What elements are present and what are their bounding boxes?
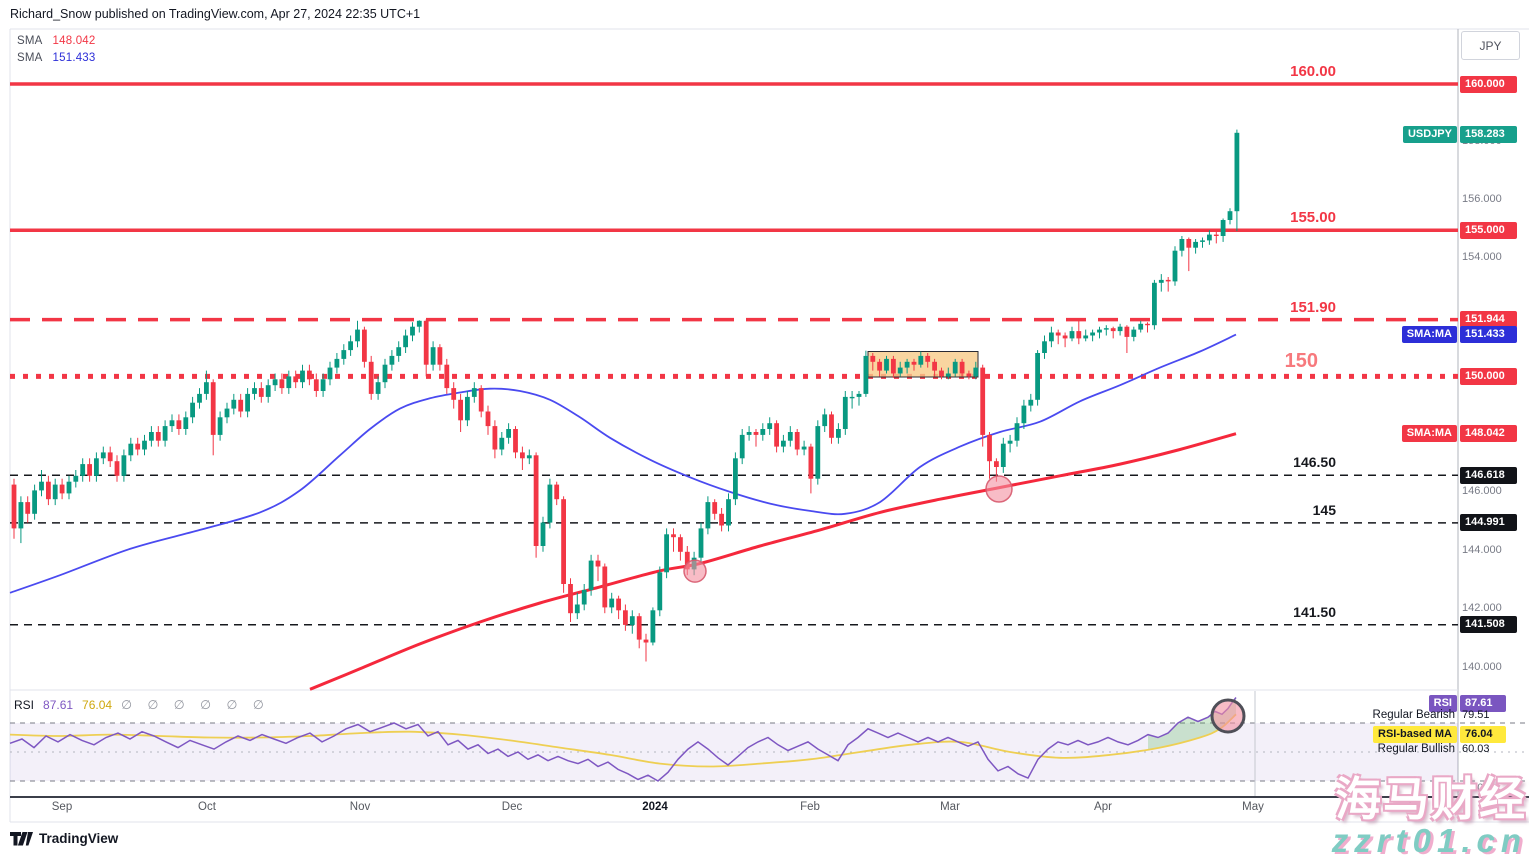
watermark-line2: zzrt01.cn: [1331, 822, 1527, 859]
tradingview-logo[interactable]: TradingView: [10, 831, 118, 846]
tradingview-logo-text: TradingView: [39, 831, 119, 846]
watermark-line1: 海马财经: [1335, 773, 1527, 825]
tradingview-logo-icon: [10, 831, 33, 845]
watermark: 海马财经 zzrt01.cn: [1332, 776, 1527, 857]
currency-unit-button[interactable]: JPY: [1461, 31, 1520, 60]
